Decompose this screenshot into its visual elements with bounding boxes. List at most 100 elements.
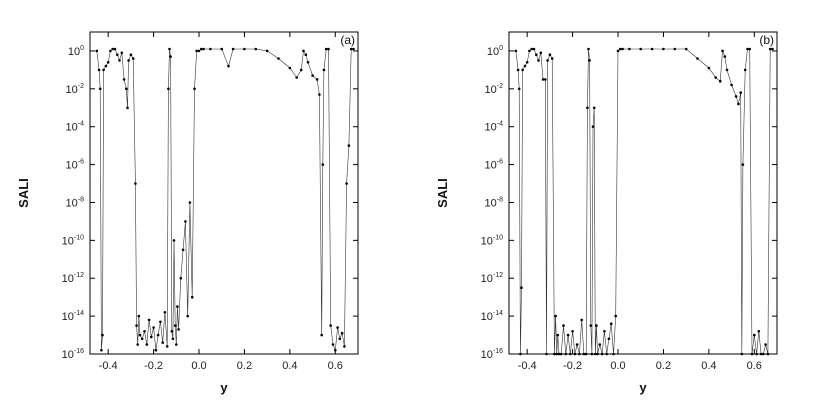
x-axis-ticks: -0.4 -0.2 0.0 0.2 0.4 0.6 [518, 32, 762, 372]
data-point [118, 59, 121, 62]
data-point [113, 47, 117, 51]
data-point [541, 78, 545, 81]
y-tick-label: 10-4 [66, 121, 85, 134]
data-point [150, 335, 153, 339]
data-point [755, 352, 758, 356]
data-point [605, 352, 608, 356]
data-point [569, 352, 572, 356]
data-point [343, 345, 346, 348]
data-point [571, 330, 574, 333]
data-point [586, 106, 589, 110]
data-point [243, 47, 246, 51]
data-point [580, 318, 583, 322]
data-point [265, 49, 269, 53]
data-point [167, 87, 170, 91]
data-point [723, 55, 727, 58]
data-point [762, 352, 765, 356]
plot-frame [89, 31, 359, 355]
data-point [322, 68, 326, 72]
data-point [331, 343, 335, 346]
data-point [737, 102, 740, 106]
panel-label: (a) [340, 33, 355, 47]
data-point [639, 47, 642, 51]
y-tick-label: 10-8 [66, 196, 85, 209]
data-point [202, 47, 205, 51]
data-point [227, 64, 230, 68]
data-point [721, 49, 724, 53]
data-point [320, 333, 324, 337]
y-tick-label: 100 [68, 45, 84, 58]
y-tick-label: 10-6 [66, 159, 85, 172]
data-point [554, 314, 557, 318]
data-point [220, 47, 223, 51]
data-point [600, 352, 604, 356]
y-tick-label: 10-12 [481, 272, 503, 285]
data-point [521, 68, 524, 72]
data-point [171, 337, 175, 341]
data-point [254, 47, 258, 51]
data-point [116, 53, 119, 56]
data-point [277, 57, 280, 60]
data-point [753, 333, 756, 337]
data-point [231, 47, 235, 51]
data-point [595, 324, 598, 327]
data-point [154, 348, 158, 352]
plot-frame [508, 31, 778, 355]
data-point [126, 106, 129, 110]
data-point [725, 68, 729, 72]
x-tick-label: 0.2 [656, 360, 671, 372]
data-point [734, 95, 738, 98]
data-point [743, 68, 747, 72]
data-point [176, 305, 179, 308]
data-point [190, 295, 194, 299]
data-point [352, 47, 355, 51]
data-point [338, 337, 342, 341]
data-point [136, 343, 139, 346]
data-point [544, 78, 547, 81]
data-point [589, 324, 593, 327]
data-point [587, 47, 590, 51]
data-point [545, 352, 548, 356]
data-point [100, 348, 103, 352]
data-point [188, 201, 192, 204]
y-tick-label: 10-14 [481, 310, 503, 323]
data-point [588, 59, 591, 62]
data-point [592, 106, 596, 110]
data-point [550, 57, 554, 60]
data-point [327, 47, 330, 51]
data-point [718, 79, 722, 83]
data-point [696, 57, 699, 60]
data-point [619, 47, 622, 51]
data-point [517, 87, 521, 91]
data-point [573, 352, 577, 356]
data-point [98, 87, 102, 91]
data-point [200, 47, 203, 51]
data-point [741, 163, 745, 166]
data-point [295, 76, 299, 79]
data-point [707, 66, 711, 70]
data-point [209, 47, 212, 51]
data-point [766, 352, 770, 356]
data-point [582, 352, 586, 356]
x-tick-label: -0.2 [144, 360, 163, 372]
data-series [95, 47, 355, 352]
data-point [757, 330, 761, 333]
data-point [603, 330, 606, 333]
x-axis-ticks: -0.4 -0.2 0.0 0.2 0.4 0.6 [99, 32, 343, 372]
data-point [519, 352, 522, 356]
data-point [528, 49, 531, 53]
y-tick-label: 10-16 [481, 348, 503, 361]
data-series [514, 47, 774, 356]
data-point [347, 144, 351, 147]
x-tick-label: 0.4 [701, 360, 716, 372]
data-point [152, 326, 155, 329]
data-point [535, 53, 538, 56]
data-point [175, 343, 178, 346]
data-point [537, 59, 540, 62]
data-point [553, 352, 556, 356]
data-point [315, 78, 319, 81]
data-point [122, 78, 126, 81]
data-point [134, 182, 137, 185]
x-tick-label: 0.0 [610, 360, 625, 372]
data-point [145, 343, 149, 346]
